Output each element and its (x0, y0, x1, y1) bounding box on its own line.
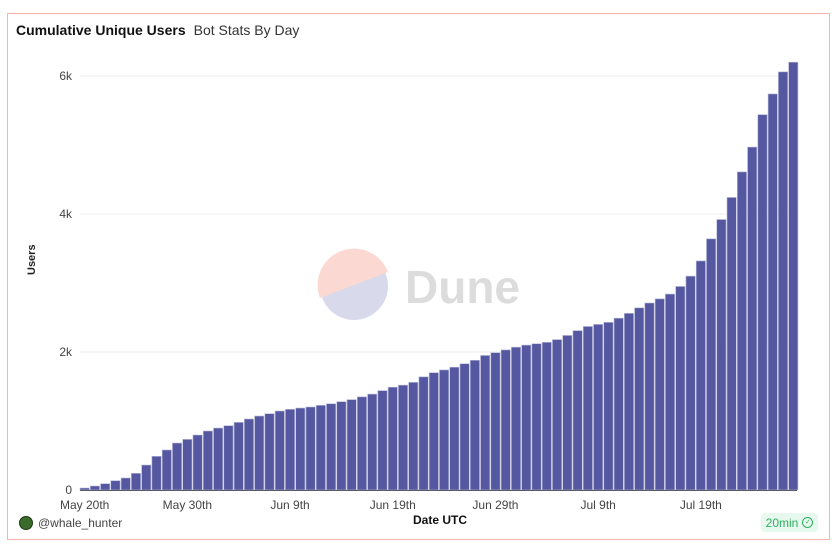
subtitle-text: Bot Stats By Day (193, 22, 300, 38)
bar-jul-25[interactable] (757, 114, 768, 491)
bar-jul-10[interactable] (603, 322, 614, 491)
y-tick-label: 4k (59, 207, 73, 221)
bar-jun-13[interactable] (326, 403, 337, 491)
bar-jul-14[interactable] (644, 302, 655, 491)
bar-may-20[interactable] (79, 487, 90, 491)
x-tick-label: Jun 19th (370, 498, 416, 512)
bar-jul-8[interactable] (582, 326, 593, 491)
bar-may-30[interactable] (182, 439, 193, 491)
x-tick-label: Jul 19th (680, 498, 722, 512)
bar-jul-2[interactable] (521, 344, 532, 491)
bar-jun-2[interactable] (213, 427, 224, 491)
bar-jul-3[interactable] (531, 343, 542, 491)
bar-jul-27[interactable] (778, 71, 788, 491)
bar-jul-21[interactable] (716, 219, 727, 491)
bar-jun-18[interactable] (377, 390, 388, 491)
bar-jun-25[interactable] (449, 366, 460, 491)
y-axis-label: Users (26, 244, 38, 275)
bar-jun-26[interactable] (459, 363, 470, 491)
bar-jul-5[interactable] (552, 339, 563, 491)
bar-jul-20[interactable] (706, 238, 717, 491)
x-tick-label: Jun 9th (270, 498, 309, 512)
chart-title: Cumulative Unique Users Bot Stats By Day (16, 22, 299, 38)
bar-jun-30[interactable] (500, 349, 511, 491)
bar-jul-16[interactable] (665, 293, 675, 491)
bar-may-22[interactable] (100, 483, 111, 491)
author-link[interactable]: @whale_hunter (19, 516, 122, 530)
chart-card (7, 13, 830, 540)
bar-jul-23[interactable] (736, 171, 747, 491)
bar-jun-11[interactable] (305, 406, 316, 491)
bar-may-26[interactable] (141, 464, 152, 491)
y-tick-label: 0 (65, 483, 72, 497)
watermark-logo-half (317, 248, 388, 298)
avatar (19, 516, 33, 530)
bar-jun-3[interactable] (223, 425, 234, 491)
bar-may-27[interactable] (151, 456, 162, 491)
bar-jun-6[interactable] (254, 415, 265, 491)
bar-jun-16[interactable] (356, 396, 367, 491)
bar-jun-1[interactable] (202, 430, 213, 491)
bar-jun-9[interactable] (285, 409, 295, 491)
bar-jun-22[interactable] (418, 376, 429, 491)
refresh-badge[interactable]: 20min ✓ (761, 513, 818, 532)
bar-jul-1[interactable] (511, 346, 521, 491)
bar-jul-17[interactable] (675, 286, 686, 491)
bar-may-25[interactable] (131, 473, 141, 491)
bar-jun-10[interactable] (295, 407, 306, 491)
bar-jun-29[interactable] (490, 352, 501, 491)
bar-jun-5[interactable] (244, 418, 254, 491)
bar-jul-22[interactable] (726, 197, 737, 491)
bar-may-23[interactable] (110, 480, 121, 491)
bar-jun-19[interactable] (387, 386, 398, 491)
bar-jun-4[interactable] (233, 422, 244, 491)
bar-jun-20[interactable] (398, 384, 408, 491)
x-axis-label: Date UTC (413, 513, 468, 527)
x-tick-label: Jun 29th (472, 498, 518, 512)
bar-jun-21[interactable] (408, 382, 419, 491)
refresh-text: 20min (765, 515, 799, 530)
watermark-text: Dune (405, 261, 520, 313)
bar-jul-19[interactable] (695, 260, 706, 491)
bar-jul-4[interactable] (541, 342, 552, 491)
y-tick-label: 2k (59, 345, 73, 359)
bar-jun-15[interactable] (346, 399, 357, 491)
bar-jul-28[interactable] (788, 61, 799, 491)
bar-may-24[interactable] (120, 477, 131, 491)
dune-watermark: Dune (317, 248, 520, 320)
y-tick-label: 6k (59, 69, 73, 83)
bar-jun-27[interactable] (469, 359, 480, 491)
bar-jul-18[interactable] (685, 275, 696, 491)
x-tick-label: May 30th (163, 498, 212, 512)
title-text: Cumulative Unique Users (16, 22, 186, 38)
bar-jun-14[interactable] (336, 401, 347, 491)
bar-jul-6[interactable] (562, 335, 573, 491)
bar-jul-24[interactable] (747, 146, 758, 491)
bar-jul-26[interactable] (767, 93, 778, 491)
bar-jun-24[interactable] (439, 369, 450, 491)
bar-jun-7[interactable] (264, 413, 275, 491)
x-tick-label: Jul 9th (580, 498, 615, 512)
bar-jun-8[interactable] (274, 410, 285, 491)
bar-jul-9[interactable] (593, 324, 604, 491)
x-tick-label: May 20th (60, 498, 109, 512)
bar-may-31[interactable] (192, 434, 203, 491)
bar-jul-11[interactable] (613, 317, 624, 491)
bar-jul-12[interactable] (624, 313, 634, 491)
bar-jun-23[interactable] (428, 372, 439, 491)
bar-jun-17[interactable] (367, 393, 378, 491)
bar-jun-12[interactable] (315, 405, 326, 491)
bar-jul-7[interactable] (572, 330, 583, 491)
bar-may-29[interactable] (172, 442, 183, 491)
bar-may-28[interactable] (161, 449, 172, 491)
bar-jul-15[interactable] (654, 298, 665, 491)
check-circle-icon: ✓ (802, 517, 814, 528)
bar-jul-13[interactable] (634, 307, 645, 491)
bar-may-21[interactable] (89, 485, 100, 491)
author-name: @whale_hunter (38, 516, 123, 530)
bar-jun-28[interactable] (480, 355, 491, 491)
